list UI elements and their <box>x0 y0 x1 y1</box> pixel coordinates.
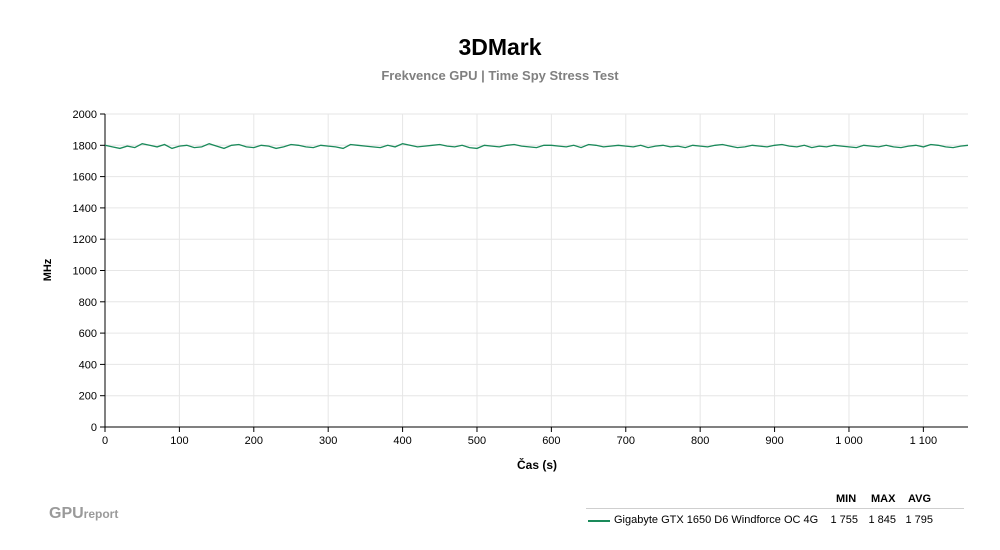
x-axis-label: Čas (s) <box>517 457 557 472</box>
grid <box>104 113 968 428</box>
y-tick-label: 0 <box>91 422 97 434</box>
legend-series-name: Gigabyte GTX 1650 D6 Windforce OC 4G <box>614 514 819 526</box>
y-tick-label: 1800 <box>73 140 97 152</box>
x-tick-label: 0 <box>102 435 108 447</box>
y-tick-label: 600 <box>79 328 97 340</box>
brand-part-1: GPU <box>49 505 84 522</box>
y-tick-label: 1600 <box>73 172 97 184</box>
legend-entry: Gigabyte GTX 1650 D6 Windforce OC 4G 1 7… <box>586 514 966 530</box>
x-tick-label: 200 <box>245 435 263 447</box>
x-tick-label: 600 <box>542 435 560 447</box>
legend-header-max: MAX <box>871 493 896 505</box>
x-tick-label: 800 <box>691 435 709 447</box>
x-tick-label: 700 <box>617 435 635 447</box>
chart-subtitle: Frekvence GPU | Time Spy Stress Test <box>381 68 619 83</box>
legend-divider <box>586 508 964 509</box>
legend-header-min: MIN <box>836 493 857 505</box>
x-tick-label: 1 000 <box>835 435 863 447</box>
y-tick-label: 800 <box>79 297 97 309</box>
x-tick-label: 100 <box>170 435 188 447</box>
y-tick-label: 1000 <box>73 266 97 278</box>
x-tick-label: 300 <box>319 435 337 447</box>
series-layer <box>104 143 969 150</box>
legend-header-avg: AVG <box>908 493 932 505</box>
x-tick-label: 1 100 <box>910 435 938 447</box>
y-tick-label: 1200 <box>73 234 97 246</box>
axes: 0 200 400 600 800 1000 1200 1400 1600 1800 2000 0 10… <box>73 109 968 447</box>
y-tick-label: 200 <box>79 391 97 403</box>
x-tick-label: 500 <box>468 435 486 447</box>
chart-title: 3DMark <box>458 34 542 60</box>
brand-part-2: report <box>83 507 119 521</box>
legend-swatch <box>588 520 610 522</box>
y-tick-label: 2000 <box>73 109 97 121</box>
legend-avg-value: 1 795 <box>905 514 933 526</box>
legend-min-value: 1 755 <box>830 514 858 526</box>
legend-max-value: 1 845 <box>868 514 896 526</box>
x-tick-label: 400 <box>393 435 411 447</box>
y-tick-label: 400 <box>79 359 97 371</box>
brand-logo: GPUreport <box>49 505 118 523</box>
y-tick-label: 1400 <box>73 203 97 215</box>
y-axis-label: MHz <box>42 258 54 281</box>
series-line <box>104 143 969 150</box>
x-tick-label: 900 <box>765 435 783 447</box>
